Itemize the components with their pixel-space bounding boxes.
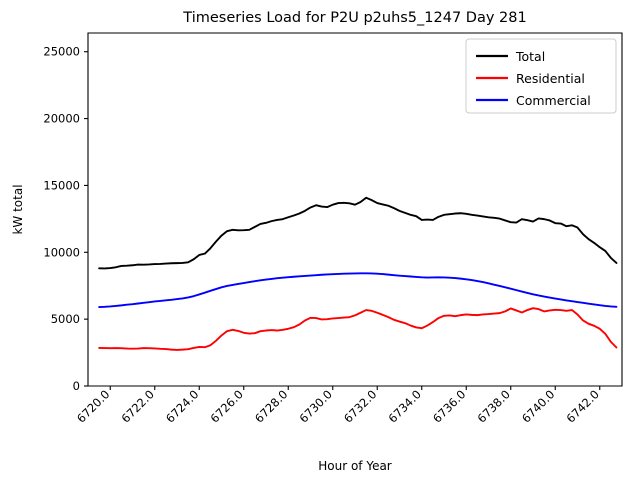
x-tick-label: 6722.0 xyxy=(119,387,157,425)
y-tick-label: 10000 xyxy=(43,245,80,259)
y-tick-label: 5000 xyxy=(51,312,80,326)
series-line-total xyxy=(98,196,618,270)
y-tick-label: 20000 xyxy=(43,112,80,126)
legend-box xyxy=(465,38,617,114)
y-tick-label: 0 xyxy=(73,379,80,393)
x-tick-label: 6728.0 xyxy=(252,387,290,425)
series-line-residential xyxy=(98,307,618,351)
legend-label-residential: Residential xyxy=(516,71,585,86)
x-tick-label: 6736.0 xyxy=(430,387,468,425)
plot-frame xyxy=(87,32,623,387)
x-tick-label: 6732.0 xyxy=(341,387,379,425)
series-line-commercial xyxy=(98,272,618,309)
y-tick-label: 25000 xyxy=(43,45,80,59)
x-tick-label: 6724.0 xyxy=(163,387,201,425)
chart-title: Timeseries Load for P2U p2uhs5_1247 Day … xyxy=(182,10,526,26)
legend-label-commercial: Commercial xyxy=(516,93,591,108)
x-tick-label: 6730.0 xyxy=(297,387,335,425)
legend-label-total: Total xyxy=(515,49,545,64)
x-tick-label: 6738.0 xyxy=(475,387,513,425)
x-axis-title: Hour of Year xyxy=(318,459,392,473)
x-tick-label: 6734.0 xyxy=(386,387,424,425)
x-tick-label: 6742.0 xyxy=(564,387,602,425)
x-tick-label: 6726.0 xyxy=(208,387,246,425)
y-tick-label: 15000 xyxy=(43,178,80,192)
x-tick-label: 6740.0 xyxy=(519,387,557,425)
y-axis-title: kW total xyxy=(11,184,25,234)
